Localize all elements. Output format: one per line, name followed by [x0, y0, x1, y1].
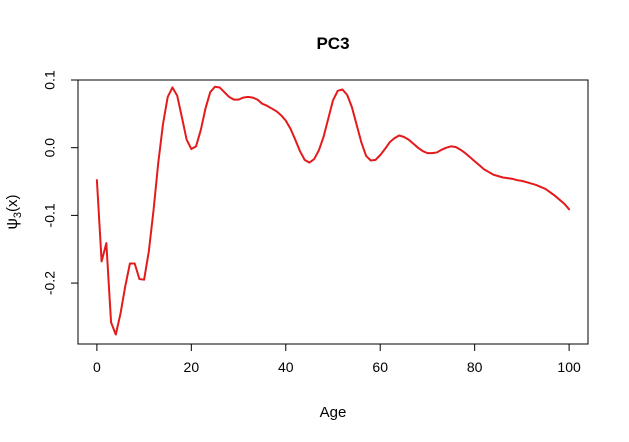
- y-tick-label: 0.0: [42, 138, 58, 158]
- y-tick-label: 0.1: [42, 70, 58, 90]
- x-tick-label: 20: [184, 359, 200, 375]
- x-tick-label: 60: [372, 359, 388, 375]
- x-axis: 0 20 40 60 80 100: [93, 343, 581, 375]
- y-tick-label: -0.1: [42, 203, 58, 227]
- x-tick-label: 0: [93, 359, 101, 375]
- series-group: [95, 85, 571, 336]
- x-tick-label: 80: [467, 359, 483, 375]
- x-axis-label: Age: [320, 404, 347, 421]
- x-tick-label: 100: [557, 359, 581, 375]
- y-axis: -0.2 -0.1 0.0 0.1: [42, 70, 79, 295]
- chart-title: PC3: [316, 34, 349, 53]
- y-axis-label-symbol: ψ: [4, 218, 21, 229]
- y-tick-label: -0.2: [42, 271, 58, 295]
- series-line: [95, 85, 571, 336]
- plot-frame: [77, 79, 589, 345]
- y-axis-label: ψ3(x): [4, 194, 24, 229]
- y-axis-label-argument: (x): [4, 194, 21, 212]
- y-axis-label-subscript: 3: [12, 212, 24, 218]
- x-tick-label: 40: [278, 359, 294, 375]
